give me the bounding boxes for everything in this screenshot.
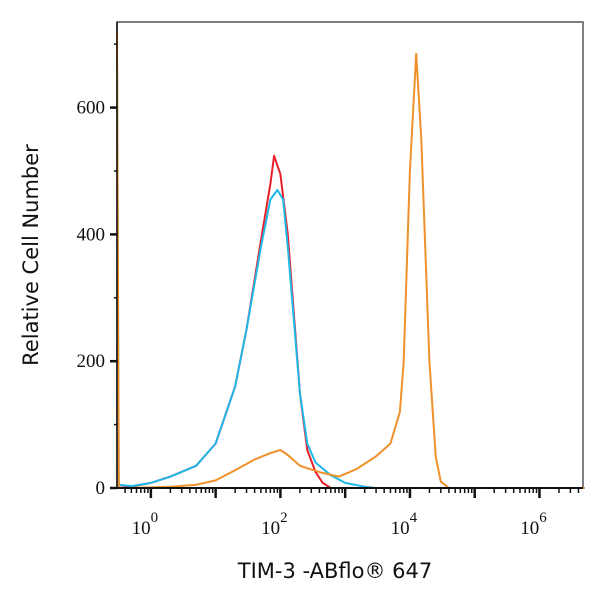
y-axis-title: Relative Cell Number xyxy=(19,144,43,366)
series-line-0 xyxy=(116,154,585,489)
x-tick-label: 104 xyxy=(391,510,418,539)
y-tick-label: 400 xyxy=(77,224,106,245)
y-tick-label: 200 xyxy=(77,351,106,372)
axis-layer: 100 102 104 106 0 200 400 600 xyxy=(77,22,583,539)
y-tick-label: 0 xyxy=(96,478,106,499)
x-tick-label: 106 xyxy=(520,510,547,539)
series-line-1 xyxy=(116,56,585,489)
series-line-2 xyxy=(116,31,585,489)
x-tick-label: 100 xyxy=(132,510,159,539)
plot-frame xyxy=(116,21,584,489)
x-tick-label: 102 xyxy=(261,510,288,539)
series-layer xyxy=(116,31,585,489)
x-axis-title: TIM-3 -ABflo® 647 xyxy=(237,559,432,583)
y-tick-label: 600 xyxy=(77,98,106,119)
